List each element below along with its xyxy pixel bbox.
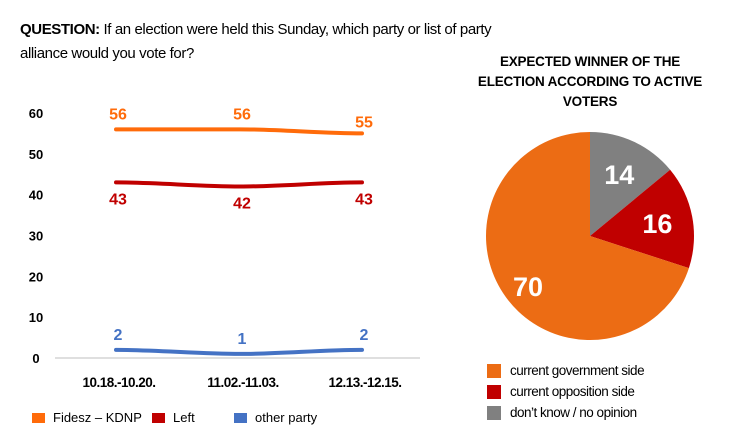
pie-data-label: 14 — [604, 160, 634, 190]
question-label: QUESTION: — [20, 21, 100, 38]
line-legend-item: other party — [234, 410, 317, 425]
legend-swatch — [487, 405, 501, 420]
line-legend-item: Left — [152, 410, 195, 425]
data-label: 55 — [355, 114, 373, 131]
legend-swatch — [487, 363, 501, 378]
series-line — [114, 347, 364, 356]
data-label: 2 — [114, 327, 123, 344]
data-label: 1 — [238, 331, 247, 348]
pie-slice — [590, 132, 671, 236]
data-label: 42 — [233, 196, 251, 213]
pie-legend-item: don’t know / no opinion — [487, 405, 637, 420]
y-tick-label: 60 — [29, 106, 43, 121]
question-text: If an election were held this Sunday, wh… — [20, 21, 492, 62]
legend-label: current government side — [510, 363, 645, 378]
legend-swatch — [32, 412, 45, 423]
x-tick-label: 10.18.-10.20. — [82, 375, 155, 390]
y-tick-label: 40 — [29, 188, 43, 203]
pie-data-label: 70 — [513, 272, 543, 302]
legend-swatch — [234, 412, 247, 423]
data-label: 56 — [109, 106, 127, 123]
y-tick-label: 50 — [29, 147, 43, 162]
data-label: 56 — [233, 106, 251, 123]
legend-swatch — [487, 384, 501, 399]
series-line — [114, 127, 364, 136]
pie-legend-item: current government side — [487, 363, 645, 378]
legend-label: don’t know / no opinion — [510, 405, 637, 420]
legend-swatch — [152, 412, 165, 423]
y-tick-label: 10 — [29, 310, 43, 325]
legend-label: Fidesz – KDNP — [53, 410, 142, 425]
data-label: 2 — [360, 327, 369, 344]
y-tick-label: 20 — [29, 269, 43, 284]
data-label: 43 — [109, 191, 127, 208]
pie-slice — [590, 169, 694, 269]
y-tick-label: 0 — [32, 351, 39, 366]
pie-slice — [486, 132, 689, 340]
x-tick-label: 12.13.-12.15. — [328, 375, 401, 390]
y-tick-label: 30 — [29, 229, 43, 244]
pie-title: EXPECTED WINNER OF THE ELECTION ACCORDIN… — [477, 54, 703, 109]
question: QUESTION: If an election were held this … — [20, 18, 540, 66]
legend-label: other party — [255, 410, 318, 425]
data-label: 43 — [355, 191, 373, 208]
legend-label: current opposition side — [510, 384, 635, 399]
line-legend-item: Fidesz – KDNP — [32, 410, 142, 425]
legend-label: Left — [173, 410, 195, 425]
pie-legend-item: current opposition side — [487, 384, 635, 399]
pie-data-label: 16 — [642, 209, 672, 239]
x-tick-label: 11.02.-11.03. — [207, 375, 279, 390]
series-line — [114, 180, 364, 189]
